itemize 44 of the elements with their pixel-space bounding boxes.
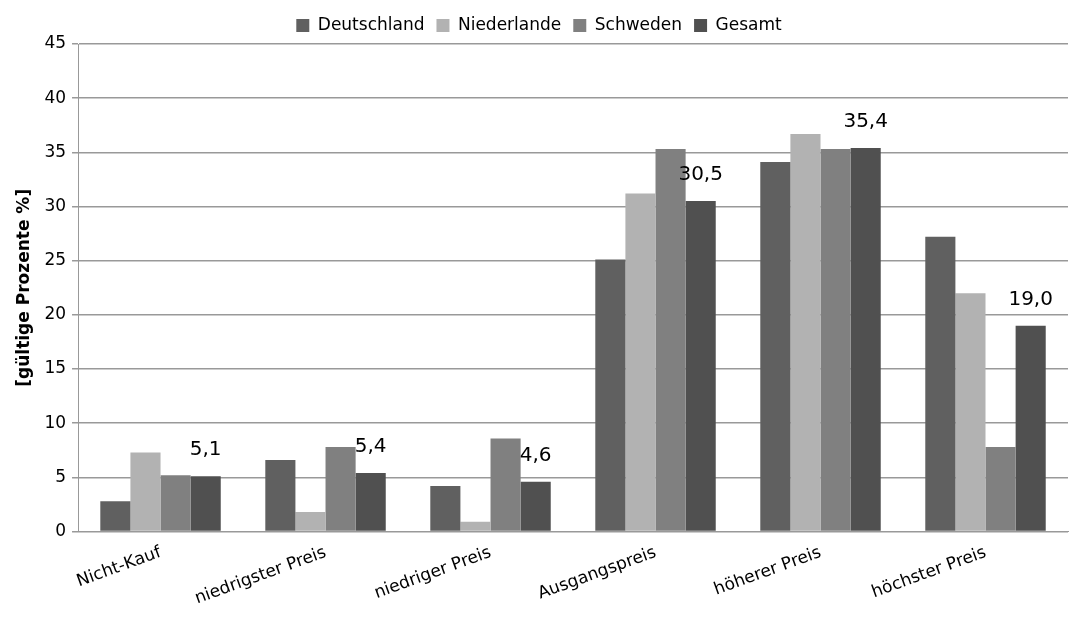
y-tick-label: 15 <box>44 357 67 378</box>
bar <box>160 475 191 531</box>
y-axis-title: [gültige Prozente %] <box>12 188 33 387</box>
y-tick-label: 20 <box>44 303 67 324</box>
bar <box>520 481 551 531</box>
legend-label: Gesamt <box>715 13 783 34</box>
bar <box>820 149 851 531</box>
bar <box>685 201 716 531</box>
y-tick-label: 30 <box>44 194 67 215</box>
data-label: 5,4 <box>354 433 387 458</box>
bar <box>325 447 356 531</box>
legend-label: Niederlande <box>457 13 562 34</box>
bar <box>1015 325 1046 531</box>
y-tick-label: 5 <box>55 465 67 486</box>
y-tick-label: 40 <box>44 86 67 107</box>
bar <box>460 521 491 531</box>
bar <box>955 293 986 531</box>
data-label: 4,6 <box>519 441 552 466</box>
bar <box>595 259 626 531</box>
bar <box>790 133 821 531</box>
legend-label: Schweden <box>594 13 683 34</box>
y-tick-label: 35 <box>44 140 67 161</box>
y-tick-label: 45 <box>44 32 67 53</box>
bar <box>760 162 791 531</box>
bar <box>355 473 386 531</box>
data-label: 35,4 <box>843 108 888 133</box>
bar <box>130 452 161 531</box>
bar <box>190 476 221 531</box>
data-label: 19,0 <box>1008 285 1053 310</box>
data-label: 5,1 <box>189 436 222 461</box>
bar <box>430 486 461 531</box>
bar <box>100 501 131 531</box>
bar <box>850 148 881 531</box>
bar <box>925 236 956 531</box>
y-tick-label: 0 <box>55 519 67 540</box>
bar <box>490 438 521 531</box>
bar <box>985 447 1016 531</box>
bar <box>265 460 296 531</box>
legend-label: Deutschland <box>317 13 425 34</box>
data-label: 30,5 <box>678 161 723 186</box>
y-tick-label: 25 <box>44 249 67 270</box>
bar <box>625 193 656 531</box>
y-tick-label: 10 <box>44 411 67 432</box>
bar <box>295 512 326 531</box>
